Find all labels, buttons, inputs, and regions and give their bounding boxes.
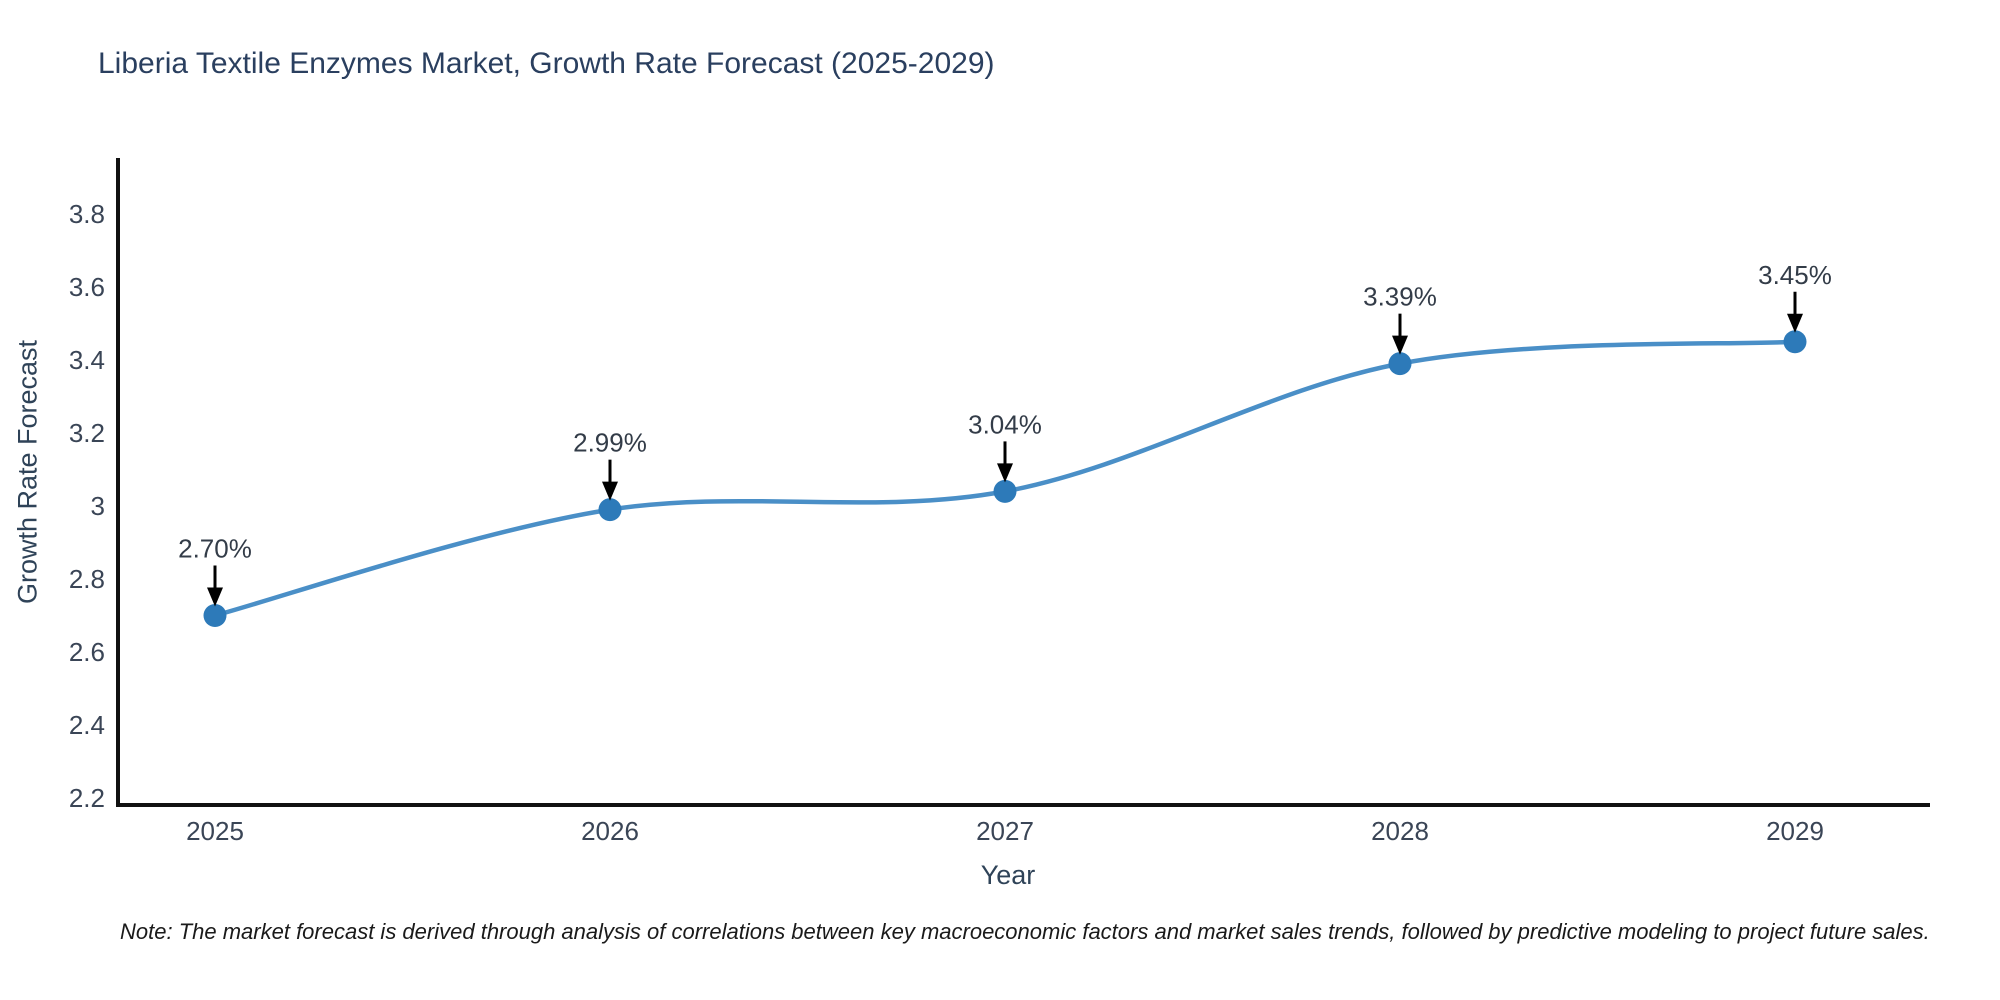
data-point-label: 3.04%: [968, 409, 1042, 439]
annotation-arrowhead: [997, 463, 1013, 483]
y-tick-label: 3.8: [69, 199, 105, 229]
data-point-marker: [993, 479, 1017, 503]
annotation-arrowhead: [207, 587, 223, 607]
x-tick-label: 2025: [186, 816, 244, 846]
data-point-label: 3.39%: [1363, 282, 1437, 312]
x-axis-title: Year: [980, 860, 1036, 890]
annotation-arrowhead: [602, 481, 618, 501]
data-point-marker: [1783, 330, 1807, 354]
x-tick-label: 2028: [1371, 816, 1429, 846]
x-tick-label: 2027: [976, 816, 1034, 846]
data-point-label: 2.70%: [178, 534, 252, 564]
y-tick-label: 2.4: [69, 710, 105, 740]
annotation-arrowhead: [1787, 313, 1803, 333]
y-tick-label: 2.8: [69, 564, 105, 594]
data-point-label: 3.45%: [1758, 260, 1832, 290]
data-point-marker: [203, 604, 227, 627]
chart-title: Liberia Textile Enzymes Market, Growth R…: [98, 47, 995, 80]
data-point-marker: [598, 498, 622, 522]
x-tick-label: 2026: [581, 816, 639, 846]
chart-footnote: Note: The market forecast is derived thr…: [120, 919, 1930, 944]
y-tick-label: 3.6: [69, 272, 105, 302]
data-point-marker: [1388, 352, 1412, 376]
y-tick-label: 2.6: [69, 637, 105, 667]
y-tick-label: 3.2: [69, 418, 105, 448]
x-tick-label: 2029: [1766, 816, 1824, 846]
y-tick-label: 3: [91, 491, 105, 521]
y-tick-label: 3.4: [69, 345, 105, 375]
annotation-arrowhead: [1392, 335, 1408, 355]
y-tick-label: 2.2: [69, 783, 105, 813]
data-point-label: 2.99%: [573, 428, 647, 458]
